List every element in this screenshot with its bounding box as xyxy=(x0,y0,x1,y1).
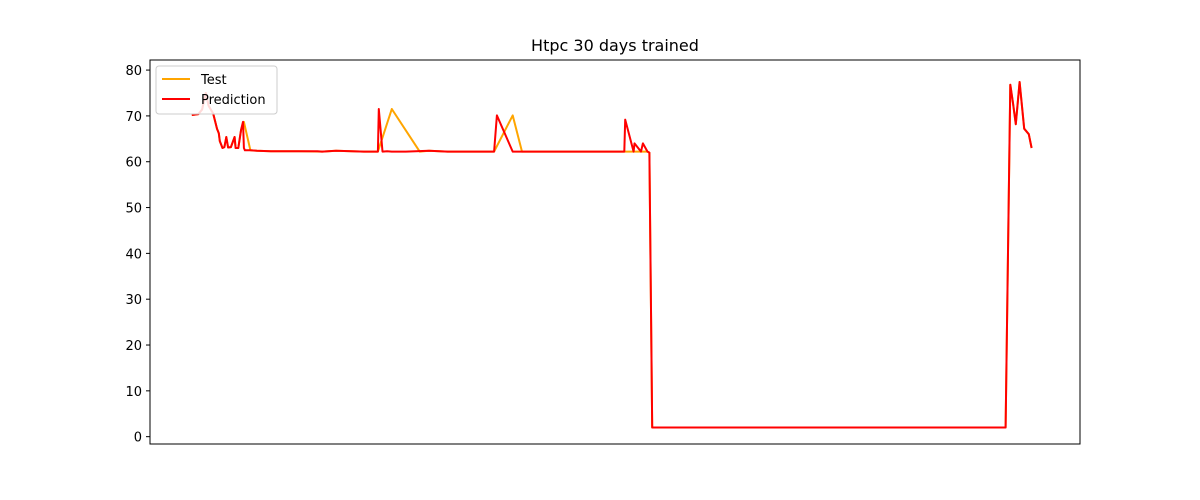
y-tick-label: 50 xyxy=(125,202,142,217)
legend: Test Prediction xyxy=(155,65,278,115)
y-tick-label: 20 xyxy=(125,339,142,354)
y-tick-label: 0 xyxy=(134,431,142,446)
y-tick-label: 30 xyxy=(125,293,142,308)
y-axis: 0 10 20 30 40 50 60 70 80 xyxy=(125,64,150,446)
legend-label-test: Test xyxy=(200,73,227,88)
y-tick-label: 70 xyxy=(125,110,142,125)
series-layer xyxy=(191,81,1033,429)
series-line-prediction xyxy=(191,81,1033,429)
legend-label-prediction: Prediction xyxy=(201,93,266,108)
y-tick-label: 10 xyxy=(125,385,142,400)
y-tick-label: 80 xyxy=(125,64,142,79)
y-tick-label: 60 xyxy=(125,156,142,171)
plot-frame xyxy=(149,59,1081,445)
plot-area xyxy=(150,60,1080,444)
y-tick-label: 40 xyxy=(125,247,142,262)
chart-title: Htpc 30 days trained xyxy=(531,36,699,55)
